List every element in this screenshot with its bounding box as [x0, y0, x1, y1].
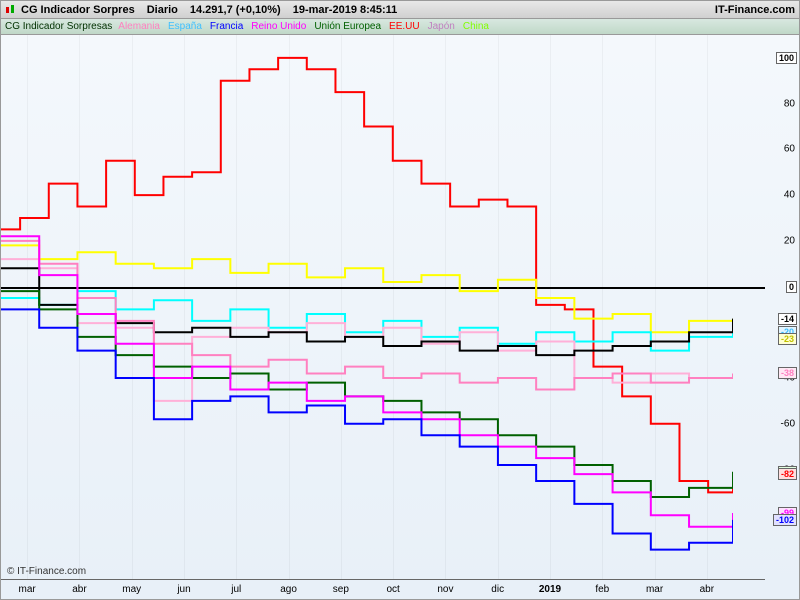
x-tick: may: [122, 584, 141, 595]
x-tick: mar: [646, 584, 663, 595]
series-ReinoUnido: [1, 236, 733, 526]
x-tick: ago: [280, 584, 297, 595]
chart-area[interactable]: 80604020-20-40-60-80-1001000-14-20-23-38…: [1, 35, 799, 599]
watermark: © IT-Finance.com: [7, 566, 86, 577]
value-box: 0: [786, 281, 797, 293]
legend-prefix: CG Indicador Sorpresas: [5, 21, 112, 32]
x-tick: abr: [700, 584, 714, 595]
source-label: IT-Finance.com: [715, 4, 795, 16]
series-España: [1, 291, 733, 350]
legend-item[interactable]: Japón: [426, 21, 457, 32]
y-tick: 20: [784, 235, 795, 246]
x-tick: nov: [437, 584, 453, 595]
title-bar: CG Indicador Sorpres Diario 14.291,7 (+0…: [1, 1, 799, 19]
series-Alemania: [1, 241, 733, 390]
x-tick: mar: [19, 584, 36, 595]
x-tick: abr: [72, 584, 86, 595]
legend-item[interactable]: China: [461, 21, 491, 32]
legend-item[interactable]: Reino Unido: [249, 21, 308, 32]
y-axis: 80604020-20-40-60-80-1001000-14-20-23-38…: [765, 35, 799, 579]
legend-item[interactable]: España: [166, 21, 204, 32]
value-box: -14: [778, 313, 797, 325]
x-tick: jul: [231, 584, 241, 595]
legend-item[interactable]: Francia: [208, 21, 245, 32]
value-box: -38: [778, 367, 797, 379]
series-China(yel): [1, 245, 733, 332]
value-box: -23: [778, 333, 797, 345]
x-tick: 2019: [539, 584, 561, 595]
value-box: -102: [773, 514, 797, 526]
legend-bar: CG Indicador Sorpresas Alemania España Fra…: [1, 19, 799, 35]
series-UniónEuropea: [1, 291, 733, 497]
legend-item[interactable]: Alemania: [116, 21, 162, 32]
legend-item[interactable]: Unión Europea: [312, 21, 383, 32]
chart-value: 14.291,7 (+0,10%): [190, 4, 281, 16]
y-tick: -60: [781, 418, 795, 429]
legend-item[interactable]: EE.UU: [387, 21, 422, 32]
x-tick: oct: [386, 584, 399, 595]
chart-title: CG Indicador Sorpres: [21, 4, 135, 16]
y-tick: 80: [784, 98, 795, 109]
chart-period: Diario: [147, 4, 178, 16]
candlestick-icon: [5, 4, 17, 16]
x-tick: dic: [491, 584, 504, 595]
series-lines: [1, 35, 733, 561]
chart-timestamp: 19-mar-2019 8:45:11: [293, 4, 398, 16]
x-tick: feb: [595, 584, 609, 595]
series-EE.UU: [1, 58, 733, 493]
value-box: -82: [778, 468, 797, 480]
value-box: 100: [776, 52, 797, 64]
series-Japón: [1, 259, 733, 401]
x-axis: mar abr may jun jul ago sep oct nov dic 2019 feb mar…: [1, 579, 765, 599]
x-tick: jun: [177, 584, 190, 595]
chart-window: CG Indicador Sorpres Diario 14.291,7 (+0…: [0, 0, 800, 600]
y-tick: 40: [784, 190, 795, 201]
x-tick: sep: [333, 584, 349, 595]
y-tick: 60: [784, 144, 795, 155]
series-Zero/Black: [1, 268, 733, 355]
